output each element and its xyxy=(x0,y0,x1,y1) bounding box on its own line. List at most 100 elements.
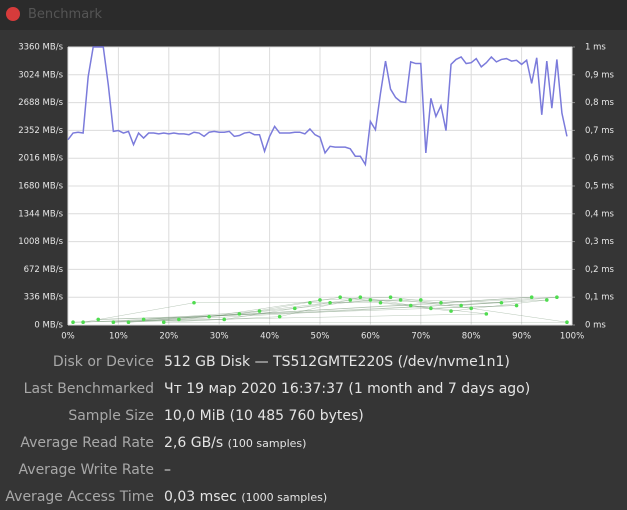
chart: 0 MB/s 336 MB/s 672 MB/s 1008 MB/s 1344 MB/s… xyxy=(18,43,614,342)
info-value-text: – xyxy=(164,462,171,478)
access-time-point xyxy=(449,309,453,313)
y-tick-label: 1344 MB/s xyxy=(18,209,63,219)
access-time-point xyxy=(358,295,363,300)
access-time-point xyxy=(469,306,474,311)
x-tick-label: 40% xyxy=(260,332,279,342)
info-value: 2,6 GB/s (100 samples) xyxy=(164,435,306,451)
access-time-point xyxy=(388,295,393,300)
access-time-point xyxy=(81,320,85,325)
info-value: 0,03 msec (1000 samples) xyxy=(164,489,327,505)
access-link xyxy=(330,299,401,303)
y2-tick-label: 0,3 ms xyxy=(585,237,614,247)
info-label: Average Write Rate xyxy=(18,462,154,478)
y-tick-label: 0 MB/s xyxy=(34,321,63,331)
access-time-point xyxy=(439,300,443,305)
access-time-point xyxy=(378,300,383,305)
access-link xyxy=(178,308,295,320)
access-link xyxy=(209,299,321,317)
y-tick-label: 2688 MB/s xyxy=(18,98,63,108)
info-label: Average Read Rate xyxy=(20,435,154,451)
info-label: Disk or Device xyxy=(52,354,154,370)
y2-tick-label: 0,8 ms xyxy=(585,98,614,108)
x-tick-label: 80% xyxy=(462,332,481,342)
access-time-point xyxy=(257,309,262,313)
info-row: Disk or Device 512 GB Disk — TS512GMTE220… xyxy=(0,354,627,376)
y-tick-label: 1008 MB/s xyxy=(18,237,63,247)
info-value-text: 0,03 msec xyxy=(164,489,237,505)
access-link xyxy=(98,305,517,320)
access-time-point xyxy=(318,298,322,302)
y2-tick-label: 0,7 ms xyxy=(585,126,614,136)
info-value: – xyxy=(164,462,171,478)
access-time-point xyxy=(71,320,75,325)
info-label: Average Access Time xyxy=(5,489,154,505)
close-button[interactable] xyxy=(6,7,20,21)
y2-tick-label: 0,1 ms xyxy=(585,293,614,303)
access-link xyxy=(294,299,371,309)
access-link xyxy=(319,297,391,301)
info-value-text: 512 GB Disk — TS512GMTE220S (/dev/nvme1n… xyxy=(164,354,510,370)
y2-tick-label: 0,5 ms xyxy=(585,182,614,192)
info-value-text: Чт 19 мар 2020 16:37:37 (1 month and 7 d… xyxy=(164,381,531,397)
access-time-point xyxy=(338,295,342,300)
access-time-point xyxy=(126,320,131,325)
access-time-point xyxy=(419,298,423,302)
access-link xyxy=(400,299,472,309)
access-time-point xyxy=(398,298,403,302)
access-time-point xyxy=(161,320,166,325)
y2-tick-label: 0,2 ms xyxy=(585,265,614,275)
y-tick-label: 336 MB/s xyxy=(24,293,64,303)
access-time-point xyxy=(484,312,489,316)
x-tick-label: 0% xyxy=(61,332,75,342)
access-time-point xyxy=(177,317,181,322)
access-link xyxy=(259,299,351,312)
x-tick-label: 90% xyxy=(512,332,531,342)
access-time-point xyxy=(348,298,353,302)
access-time-point xyxy=(111,320,116,325)
access-time-point xyxy=(308,300,312,305)
access-time-point xyxy=(459,303,463,308)
y2-tick-label: 0,4 ms xyxy=(585,209,614,219)
y-tick-label: 672 MB/s xyxy=(24,265,64,275)
info-note: (1000 samples) xyxy=(241,491,328,504)
x-tick-label: 20% xyxy=(159,332,178,342)
access-time-point xyxy=(529,295,534,300)
access-time-point xyxy=(141,317,146,322)
access-link xyxy=(451,299,547,312)
access-link xyxy=(461,297,557,306)
access-link xyxy=(340,297,411,306)
access-link xyxy=(410,305,487,315)
y-tick-label: 2352 MB/s xyxy=(18,126,63,136)
access-link xyxy=(128,299,547,323)
access-link xyxy=(143,297,557,320)
read-rate-line xyxy=(67,46,568,167)
access-time-point xyxy=(555,295,559,300)
access-link xyxy=(370,299,441,303)
y2-tick-label: 0,6 ms xyxy=(585,154,614,164)
x-tick-label: 50% xyxy=(311,332,330,342)
info-row: Average Access Time 0,03 msec (1000 sampl… xyxy=(0,489,627,510)
info-value: 10,0 MiB (10 485 760 bytes) xyxy=(164,408,364,424)
info-row: Last Benchmarked Чт 19 мар 2020 16:37:37 … xyxy=(0,381,627,403)
info-value-text: 2,6 GB/s xyxy=(164,435,224,451)
access-time-point xyxy=(277,314,282,319)
y-tick-label: 3360 MB/s xyxy=(18,43,63,53)
access-time-point xyxy=(565,320,569,325)
access-time-point xyxy=(222,317,227,322)
access-time-point xyxy=(328,300,332,305)
access-link xyxy=(224,302,331,320)
access-link xyxy=(163,316,280,323)
access-time-point xyxy=(545,298,549,302)
info-label: Last Benchmarked xyxy=(23,381,154,397)
info-label: Sample Size xyxy=(68,408,154,424)
info-value: Чт 19 мар 2020 16:37:37 (1 month and 7 d… xyxy=(164,381,530,397)
access-link xyxy=(390,297,462,306)
y2-tick-label: 0 ms xyxy=(585,321,606,331)
access-link xyxy=(83,302,195,323)
x-tick-label: 60% xyxy=(361,332,380,342)
access-time-point xyxy=(368,298,373,302)
info-row: Sample Size 10,0 MiB (10 485 760 bytes) xyxy=(0,408,627,430)
window-title: Benchmark xyxy=(28,7,103,22)
y-tick-label: 2016 MB/s xyxy=(18,154,63,164)
